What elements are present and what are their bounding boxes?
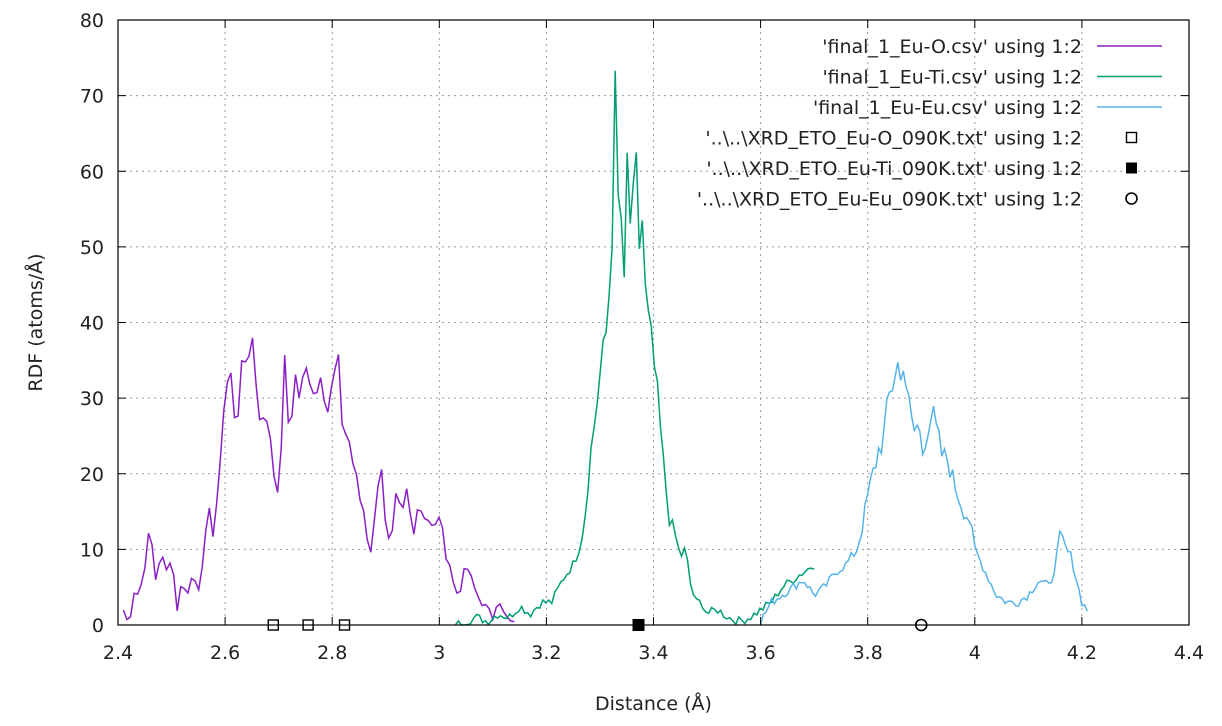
x-tick-label: 2.6 — [210, 642, 240, 664]
legend-swatch-4 — [1126, 162, 1137, 174]
series-line-2 — [759, 362, 1088, 626]
y-tick-label: 10 — [80, 539, 104, 561]
series-layer — [122, 70, 1088, 632]
legend-label-0: 'final_1_Eu-O.csv' using 1:2 — [822, 36, 1082, 58]
legend-label-4: '..\..\XRD_ETO_Eu-Ti_090K.txt' using 1:2 — [706, 158, 1082, 180]
x-tick-label: 3.4 — [638, 642, 668, 664]
x-tick-label: 3.6 — [745, 642, 775, 664]
legend-label-5: '..\..\XRD_ETO_Eu-Eu_090K.txt' using 1:2 — [697, 189, 1082, 211]
x-tick-label: 3 — [433, 642, 445, 664]
y-tick-label: 40 — [80, 313, 104, 335]
y-tick-label: 70 — [80, 86, 104, 108]
y-tick-label: 30 — [80, 388, 104, 410]
legend-swatch-3 — [1125, 131, 1138, 144]
x-axis-title: Distance (Å) — [595, 692, 712, 715]
x-tick-label: 2.4 — [103, 642, 133, 664]
y-tick-label: 80 — [80, 10, 104, 32]
x-tick-label: 3.8 — [853, 642, 883, 664]
legend-swatch-5 — [1125, 192, 1138, 205]
x-tick-label: 4 — [969, 642, 981, 664]
legend-label-3: '..\..\XRD_ETO_Eu-O_090K.txt' using 1:2 — [705, 128, 1082, 150]
series-line-1 — [454, 70, 815, 626]
x-tick-label: 4.2 — [1067, 642, 1097, 664]
y-tick-label: 20 — [80, 464, 104, 486]
x-tick-label: 4.4 — [1174, 642, 1204, 664]
axis-ticks: 2.4 2.6 2.8 3 3.2 3.4 3.6 3.8 4 4.2 4.4 0 10 20 30 40 50… — [80, 10, 1204, 664]
y-tick-label: 60 — [80, 161, 104, 183]
x-tick-label: 2.8 — [317, 642, 347, 664]
x-tick-label: 3.2 — [531, 642, 561, 664]
grid-lines — [118, 20, 1189, 625]
legend-label-2: 'final_1_Eu-Eu.csv' using 1:2 — [813, 97, 1082, 119]
y-axis-title: RDF (atoms/Å) — [24, 253, 47, 391]
y-tick-label: 0 — [92, 615, 104, 637]
series-line-0 — [122, 337, 515, 623]
y-tick-label: 50 — [80, 237, 104, 259]
legend: 'final_1_Eu-O.csv' using 1:2 'final_1_Eu-… — [697, 36, 1162, 211]
legend-label-1: 'final_1_Eu-Ti.csv' using 1:2 — [822, 67, 1082, 89]
